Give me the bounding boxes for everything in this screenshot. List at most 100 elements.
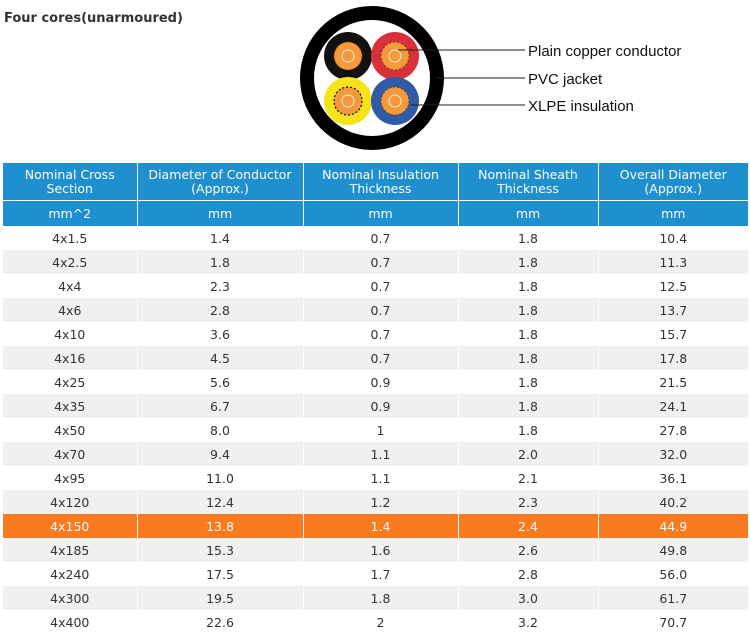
- cell-overall-diameter: 61.7: [598, 586, 748, 610]
- table-body: 4x1.5 1.4 0.7 1.8 10.4 4x2.5 1.8 0.7 1.8 11.3 4x4 2…: [3, 226, 748, 634]
- cell-cross-section: 4x300: [3, 586, 138, 610]
- cell-insulation-thickness: 1.6: [303, 538, 459, 562]
- cable-cross-section-diagram: Plain copper conductor PVC jacket XLPE i…: [300, 6, 681, 150]
- table-row: 4x300 19.5 1.8 3.0 61.7: [3, 586, 748, 610]
- header-insulation-thickness: Nominal Insulation Thickness: [303, 163, 459, 201]
- table-row: 4x6 2.8 0.7 1.8 13.7: [3, 298, 748, 322]
- unit-conductor-diameter: mm: [137, 200, 304, 226]
- label-insulation: XLPE insulation: [528, 98, 634, 115]
- cell-cross-section: 4x6: [3, 298, 138, 322]
- table-row: 4x400 22.6 2 3.2 70.7: [3, 610, 748, 634]
- cell-conductor-diameter: 12.4: [137, 490, 304, 514]
- cell-sheath-thickness: 1.8: [458, 370, 599, 394]
- cell-cross-section: 4x50: [3, 418, 138, 442]
- cell-insulation-thickness: 0.9: [303, 370, 459, 394]
- header-conductor-diameter: Diameter of Conductor (Approx.): [137, 163, 304, 201]
- table-row: 4x95 11.0 1.1 2.1 36.1: [3, 466, 748, 490]
- unit-insulation-thickness: mm: [303, 200, 459, 226]
- cell-cross-section: 4x150: [3, 514, 138, 538]
- cell-conductor-diameter: 2.3: [137, 274, 304, 298]
- cell-conductor-diameter: 22.6: [137, 610, 304, 634]
- cell-insulation-thickness: 1.1: [303, 466, 459, 490]
- cell-overall-diameter: 56.0: [598, 562, 748, 586]
- cell-insulation-thickness: 1.2: [303, 490, 459, 514]
- cell-overall-diameter: 11.3: [598, 250, 748, 274]
- cell-sheath-thickness: 2.4: [458, 514, 599, 538]
- unit-sheath-thickness: mm: [458, 200, 599, 226]
- cell-cross-section: 4x4: [3, 274, 138, 298]
- cell-sheath-thickness: 1.8: [458, 394, 599, 418]
- cell-sheath-thickness: 2.0: [458, 442, 599, 466]
- cell-insulation-thickness: 0.7: [303, 298, 459, 322]
- table-row: 4x25 5.6 0.9 1.8 21.5: [3, 370, 748, 394]
- table-row: 4x16 4.5 0.7 1.8 17.8: [3, 346, 748, 370]
- cell-sheath-thickness: 1.8: [458, 418, 599, 442]
- cell-cross-section: 4x240: [3, 562, 138, 586]
- cell-sheath-thickness: 3.2: [458, 610, 599, 634]
- cell-overall-diameter: 27.8: [598, 418, 748, 442]
- cell-insulation-thickness: 0.7: [303, 250, 459, 274]
- label-conductor: Plain copper conductor: [528, 43, 681, 60]
- cell-conductor-diameter: 5.6: [137, 370, 304, 394]
- cell-sheath-thickness: 1.8: [458, 250, 599, 274]
- table-row: 4x1.5 1.4 0.7 1.8 10.4: [3, 226, 748, 250]
- table-row: 4x4 2.3 0.7 1.8 12.5: [3, 274, 748, 298]
- unit-row: mm^2 mm mm mm mm: [3, 200, 748, 226]
- cell-overall-diameter: 70.7: [598, 610, 748, 634]
- table-row: 4x185 15.3 1.6 2.6 49.8: [3, 538, 748, 562]
- cell-cross-section: 4x35: [3, 394, 138, 418]
- cell-cross-section: 4x10: [3, 322, 138, 346]
- header-cross-section: Nominal Cross Section: [3, 163, 138, 201]
- cell-insulation-thickness: 1.4: [303, 514, 459, 538]
- cable-spec-table: Nominal Cross Section Diameter of Conduc…: [3, 163, 748, 634]
- cell-sheath-thickness: 1.8: [458, 346, 599, 370]
- cell-cross-section: 4x2.5: [3, 250, 138, 274]
- cell-conductor-diameter: 6.7: [137, 394, 304, 418]
- cell-insulation-thickness: 1.7: [303, 562, 459, 586]
- table-row: 4x150 13.8 1.4 2.4 44.9: [3, 514, 748, 538]
- table-row: 4x240 17.5 1.7 2.8 56.0: [3, 562, 748, 586]
- cell-overall-diameter: 10.4: [598, 226, 748, 250]
- cell-conductor-diameter: 3.6: [137, 322, 304, 346]
- cell-insulation-thickness: 1: [303, 418, 459, 442]
- cell-overall-diameter: 15.7: [598, 322, 748, 346]
- cell-insulation-thickness: 0.7: [303, 346, 459, 370]
- cell-conductor-diameter: 19.5: [137, 586, 304, 610]
- cell-cross-section: 4x25: [3, 370, 138, 394]
- table-row: 4x50 8.0 1 1.8 27.8: [3, 418, 748, 442]
- cell-overall-diameter: 13.7: [598, 298, 748, 322]
- cell-sheath-thickness: 2.1: [458, 466, 599, 490]
- table-row: 4x10 3.6 0.7 1.8 15.7: [3, 322, 748, 346]
- cell-cross-section: 4x400: [3, 610, 138, 634]
- unit-overall-diameter: mm: [598, 200, 748, 226]
- cell-conductor-diameter: 1.8: [137, 250, 304, 274]
- cell-overall-diameter: 17.8: [598, 346, 748, 370]
- cell-conductor-diameter: 13.8: [137, 514, 304, 538]
- cell-conductor-diameter: 17.5: [137, 562, 304, 586]
- cell-sheath-thickness: 1.8: [458, 298, 599, 322]
- cell-conductor-diameter: 1.4: [137, 226, 304, 250]
- cell-cross-section: 4x185: [3, 538, 138, 562]
- cell-sheath-thickness: 1.8: [458, 322, 599, 346]
- cell-insulation-thickness: 1.1: [303, 442, 459, 466]
- cell-cross-section: 4x16: [3, 346, 138, 370]
- cell-conductor-diameter: 9.4: [137, 442, 304, 466]
- cell-conductor-diameter: 15.3: [137, 538, 304, 562]
- table-row: 4x70 9.4 1.1 2.0 32.0: [3, 442, 748, 466]
- cell-overall-diameter: 36.1: [598, 466, 748, 490]
- cell-conductor-diameter: 4.5: [137, 346, 304, 370]
- cell-overall-diameter: 44.9: [598, 514, 748, 538]
- cell-conductor-diameter: 2.8: [137, 298, 304, 322]
- cell-overall-diameter: 21.5: [598, 370, 748, 394]
- cell-cross-section: 4x95: [3, 466, 138, 490]
- page-title: Four cores(unarmoured): [4, 11, 183, 26]
- core-yellow: [324, 77, 372, 125]
- cell-insulation-thickness: 0.7: [303, 274, 459, 298]
- cell-insulation-thickness: 0.7: [303, 226, 459, 250]
- cell-sheath-thickness: 2.3: [458, 490, 599, 514]
- cell-overall-diameter: 24.1: [598, 394, 748, 418]
- core-black: [324, 32, 372, 80]
- cell-sheath-thickness: 1.8: [458, 274, 599, 298]
- unit-cross-section: mm^2: [3, 200, 138, 226]
- header-row: Nominal Cross Section Diameter of Conduc…: [3, 163, 748, 201]
